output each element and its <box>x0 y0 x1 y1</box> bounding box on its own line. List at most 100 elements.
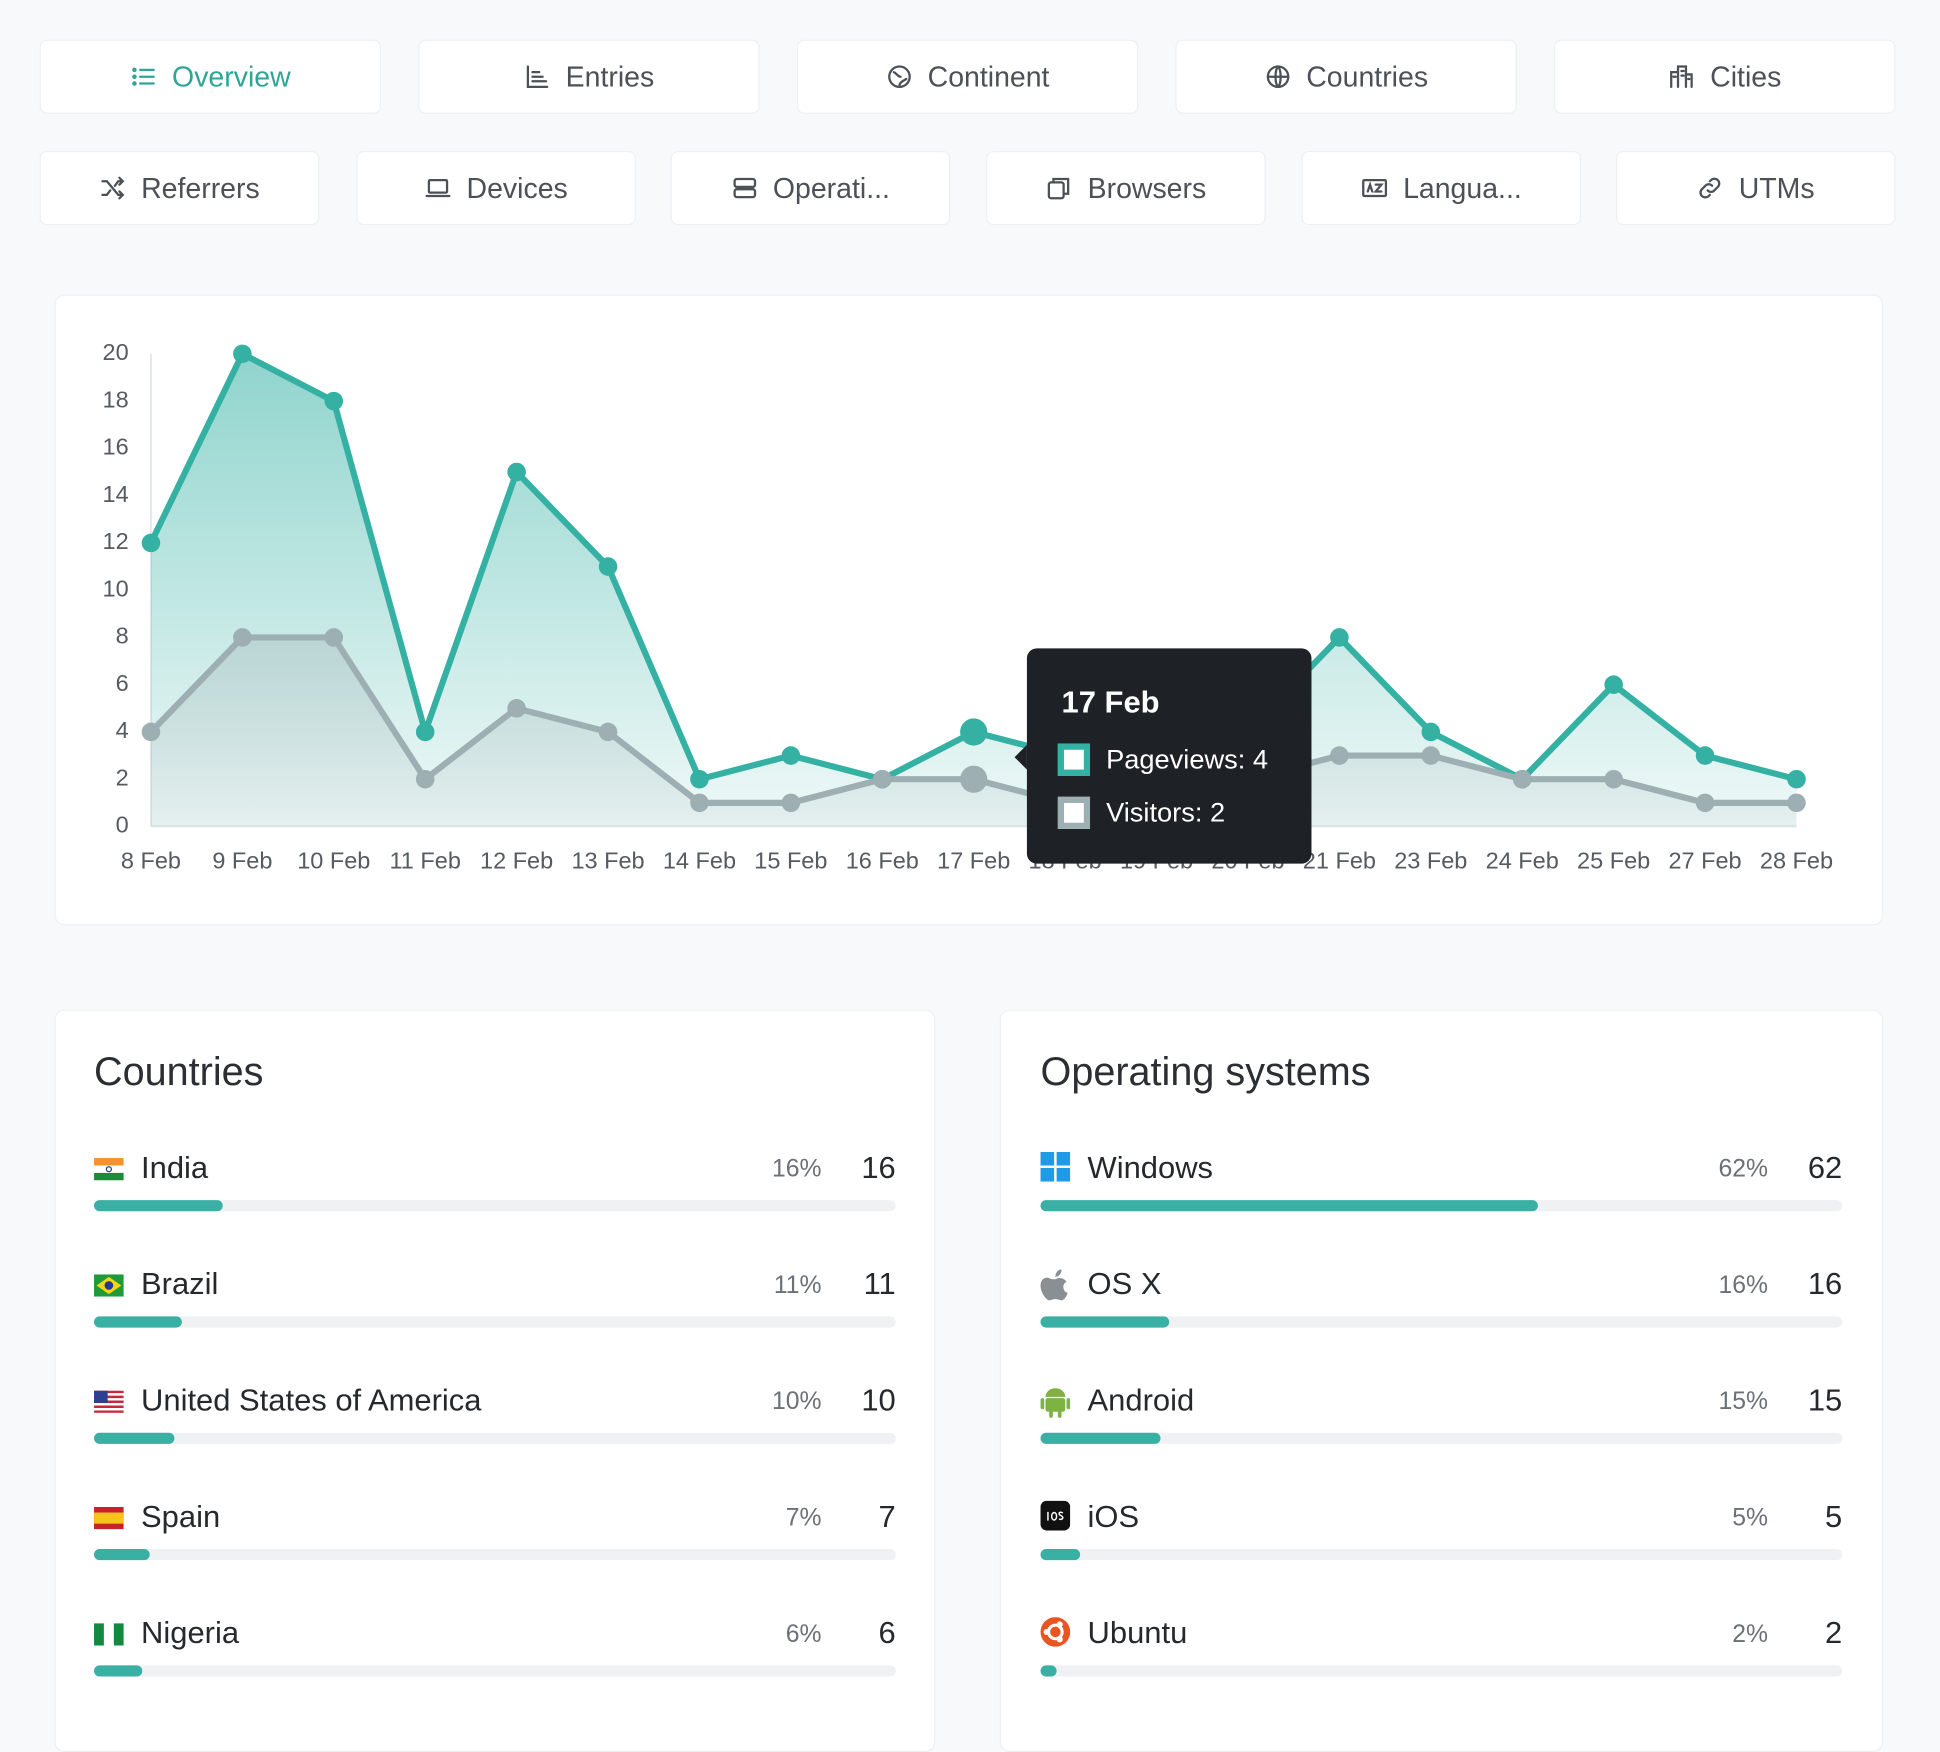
row-count: 10 <box>861 1383 896 1418</box>
bar <box>1040 1432 1161 1444</box>
tab-icon <box>1670 65 1694 89</box>
y-tick-label: 6 <box>116 670 129 696</box>
countries-card <box>54 1009 936 1752</box>
row-icon <box>1040 1617 1071 1653</box>
tab[interactable]: Referrers <box>39 150 320 226</box>
tab-label: Continent <box>927 60 1050 93</box>
point <box>1512 769 1532 789</box>
point <box>960 718 988 746</box>
point <box>1330 628 1349 647</box>
row-icon <box>1040 1500 1071 1537</box>
tab-label: Devices <box>466 171 568 204</box>
row-percent: 15% <box>1718 1388 1769 1416</box>
point <box>415 769 435 789</box>
point <box>1421 746 1441 765</box>
tab[interactable]: Countries <box>1175 39 1517 114</box>
point <box>324 391 344 411</box>
point <box>1330 746 1349 765</box>
row-percent: 16% <box>1718 1271 1769 1300</box>
tab-icon <box>527 65 549 89</box>
chart: 0 2 4 6 8 10 12 14 16 18 20 8 Feb 9 Feb 10 Feb 11 Feb 1… <box>103 339 1834 874</box>
point <box>781 793 801 813</box>
card-title: Operating systems <box>1040 1049 1371 1094</box>
row-name: Ubuntu <box>1087 1615 1188 1651</box>
tab[interactable]: Devices <box>356 150 636 226</box>
tab[interactable]: Continent <box>796 39 1139 114</box>
x-tick-label: 8 Feb <box>121 848 181 874</box>
bar <box>94 1200 223 1212</box>
x-tick-label: 13 Feb <box>571 848 644 874</box>
bar-track <box>1040 1549 1843 1561</box>
x-tick-label: 23 Feb <box>1394 848 1467 874</box>
point <box>690 793 709 813</box>
row-name: OS X <box>1087 1266 1162 1302</box>
y-tick-label: 20 <box>103 339 129 365</box>
row-icon <box>94 1623 124 1651</box>
bar <box>94 1432 175 1444</box>
row-count: 15 <box>1807 1383 1843 1418</box>
point <box>507 699 526 718</box>
tab-icon <box>887 65 911 89</box>
tooltip-swatch <box>1057 743 1091 776</box>
y-tick-label: 2 <box>116 764 129 790</box>
row-name: Android <box>1087 1383 1195 1418</box>
tab-label: Overview <box>172 60 291 93</box>
y-tick-label: 18 <box>103 386 129 412</box>
tab[interactable]: Operati... <box>670 150 951 226</box>
bar <box>94 1316 183 1328</box>
point <box>781 746 801 765</box>
row-percent: 5% <box>1732 1504 1769 1532</box>
row-name: Nigeria <box>141 1615 240 1651</box>
bar-track <box>1040 1665 1843 1677</box>
x-tick-label: 11 Feb <box>389 848 460 874</box>
x-tick-label: 25 Feb <box>1577 848 1650 874</box>
tab[interactable]: Cities <box>1553 39 1896 114</box>
row-count: 2 <box>1825 1615 1843 1651</box>
point <box>1787 793 1806 813</box>
tab[interactable]: UTMs <box>1615 150 1896 226</box>
row-percent: 2% <box>1732 1620 1769 1649</box>
row-count: 6 <box>878 1615 896 1651</box>
x-tick-label: 15 Feb <box>754 848 827 874</box>
row-name: iOS <box>1087 1499 1140 1535</box>
row-percent: 10% <box>772 1388 822 1416</box>
tooltip-arrow <box>1014 744 1027 770</box>
tab-label: Countries <box>1306 60 1429 93</box>
row-icon <box>1040 1268 1071 1309</box>
tab-label: Operati... <box>772 171 890 204</box>
point <box>598 722 618 742</box>
y-tick-label: 16 <box>103 434 129 460</box>
row-percent: 16% <box>772 1155 822 1183</box>
tab-icon <box>101 176 125 200</box>
row-count: 7 <box>878 1499 896 1535</box>
point <box>1695 746 1715 765</box>
x-tick-label: 10 Feb <box>297 848 370 874</box>
y-tick-label: 8 <box>116 623 129 649</box>
y-tick-label: 12 <box>103 528 129 554</box>
x-tick-label: 27 Feb <box>1668 848 1741 874</box>
tab-label: Referrers <box>141 171 260 204</box>
tooltip-swatch <box>1057 796 1091 829</box>
row-name: India <box>141 1150 209 1186</box>
point <box>415 722 435 742</box>
bar-track <box>94 1316 896 1328</box>
point <box>873 769 892 789</box>
area <box>150 353 1797 827</box>
tab[interactable]: Entries <box>418 39 760 114</box>
tab[interactable]: Overview <box>39 39 382 114</box>
row-count: 16 <box>861 1150 896 1186</box>
bar-track <box>94 1549 896 1561</box>
tooltip-title: 17 Feb <box>1061 685 1160 721</box>
y-tick-label: 4 <box>116 717 129 743</box>
point <box>1604 769 1623 789</box>
tab[interactable]: Browsers <box>986 150 1266 226</box>
point <box>1421 722 1441 742</box>
point <box>1695 793 1715 813</box>
bar <box>1040 1665 1057 1677</box>
tab-icon <box>733 177 756 199</box>
point <box>141 722 161 742</box>
row-name: Spain <box>141 1499 221 1535</box>
point <box>507 462 526 482</box>
x-tick-label: 24 Feb <box>1486 848 1559 874</box>
tab[interactable]: Langua... <box>1301 150 1582 226</box>
